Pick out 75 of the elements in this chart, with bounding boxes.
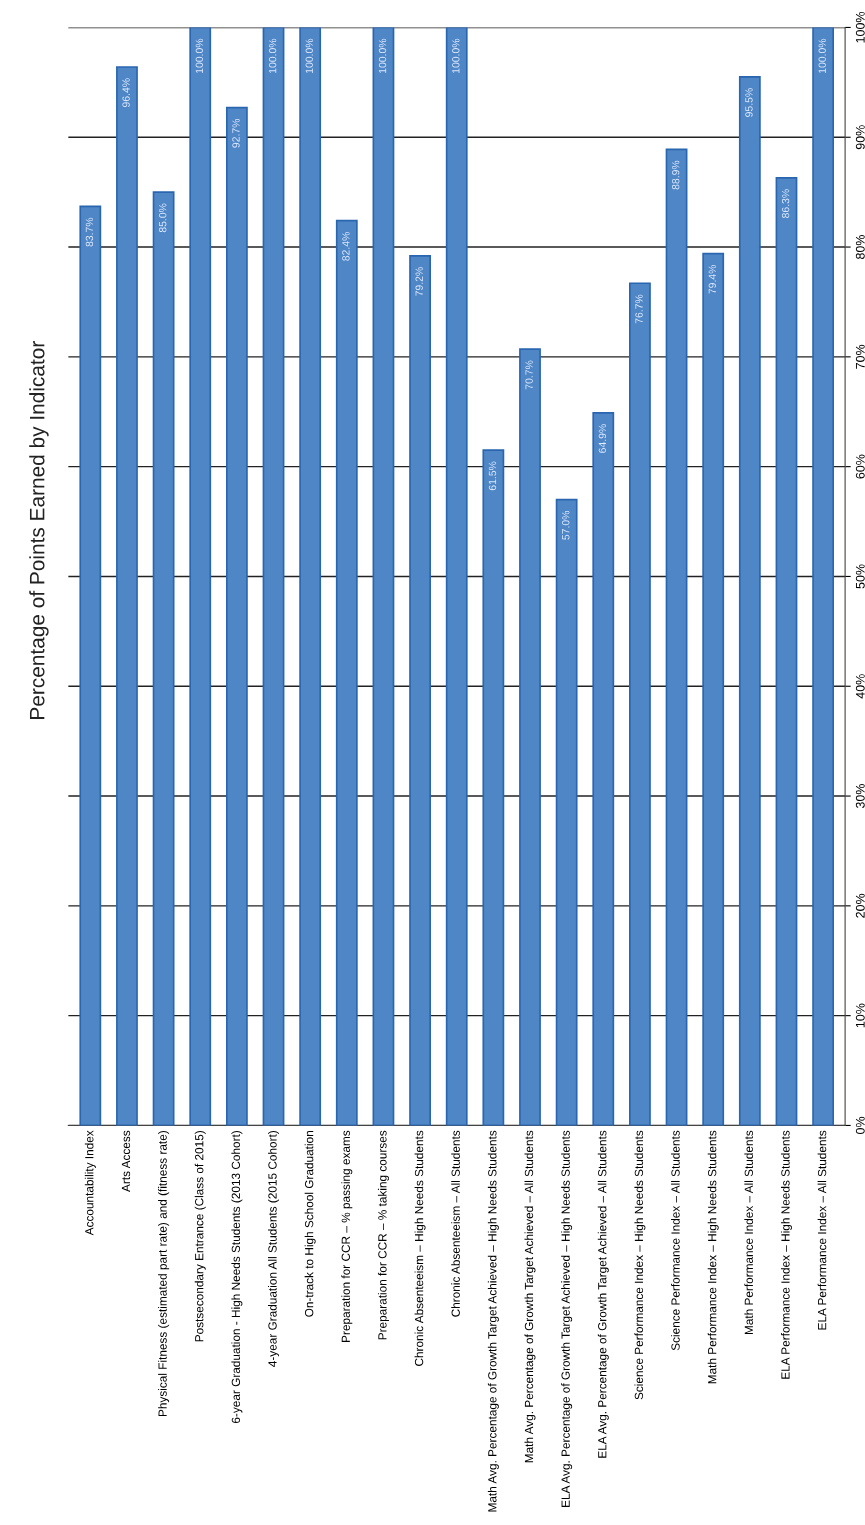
x-tick-label: Preparation for CCR – % passing exams [341,1130,353,1342]
y-tick-label: 0% [855,1116,865,1134]
y-tick-label: 50% [855,564,865,589]
bar [519,348,541,1126]
bar [299,27,322,1126]
bar [702,252,725,1126]
data-label: 100.0% [818,38,826,73]
bar [482,449,505,1126]
bar [665,148,688,1126]
bar [262,27,285,1126]
x-tick-label: Arts Access [121,1130,131,1192]
data-label: 92.7% [232,118,240,148]
x-tick-label: Science Performance Index – All Students [671,1130,680,1351]
data-label: 100.0% [268,38,277,73]
x-tick-label: Math Performance Index – High Needs Students [707,1130,719,1384]
x-tick-label: Postsecondary Entrance (Class of 2015) [194,1131,206,1342]
data-label: 83.7% [85,217,94,247]
y-tick-label: 70% [855,344,865,369]
y-tick-label: 20% [855,893,865,918]
bar [812,27,835,1126]
x-tick-label: Math Avg. Percentage of Growth Target Achieved – High Needs Students [487,1130,499,1512]
bar [738,76,761,1126]
bar [555,498,578,1126]
data-label: 79.4% [708,264,716,294]
x-tick-label: Physical Fitness (estimated part rate) and (fitness rate) [158,1131,170,1417]
text: Percentage of Points Earned by Indicator [29,341,49,719]
data-label: 76.7% [635,294,643,324]
x-tick-label: 6-year Graduation - High Needs Students (2013 Cohort) [231,1131,243,1424]
data-label: 61.5% [488,461,497,491]
bar [189,27,212,1126]
bar [445,27,468,1126]
x-tick-label: 4-year Graduation All Students (2015 Cohort) [268,1131,280,1367]
data-label: 100.0% [378,38,387,73]
y-tick-label: 40% [855,674,865,699]
x-tick-label: On-track to High School Graduation [304,1131,316,1317]
bar [335,219,358,1126]
data-label: 79.2% [415,267,423,296]
x-tick-label: Science Performance Index – High Needs Students [634,1130,646,1400]
y-tick-label: 80% [855,234,865,260]
bar [79,205,102,1126]
data-label: 100.0% [452,38,460,73]
x-tick-label: ELA Performance Index – High Needs Students [780,1130,792,1379]
data-label: 96.4% [122,78,130,107]
data-label: 88.9% [671,160,680,190]
x-tick-label: Math Avg. Percentage of Growth Target Achieved – All Students [524,1130,536,1463]
bar [225,106,248,1126]
bar [372,27,395,1126]
bar [775,177,798,1126]
bar [409,254,431,1126]
data-label: 82.4% [342,232,350,261]
bar [152,191,175,1126]
y-tick-label: 90% [855,125,865,150]
data-label: 100.0% [305,38,313,73]
data-label: 64.9% [598,424,607,453]
y-tick-label: 60% [855,454,865,479]
data-label: 57.0% [562,510,570,540]
x-tick-label: ELA Avg. Percentage of Growth Target Achieved – High Needs Students [561,1130,573,1507]
y-tick-label: 10% [855,1003,865,1028]
data-label: 85.0% [159,203,167,233]
data-label: 100.0% [195,38,204,73]
x-tick-label: Math Performance Index – All Students [744,1130,754,1335]
data-label: 95.5% [745,88,753,117]
data-label: 86.3% [781,189,790,218]
y-tick-label: 100% [855,11,865,43]
bar [116,66,138,1126]
x-tick-label: ELA Performance Index – All Students [817,1130,827,1330]
bar [592,412,615,1126]
x-tick-label: Accountability Index [84,1130,96,1236]
data-label: 70.7% [525,360,533,390]
x-tick-label: Chronic Absenteeism – High Needs Students [414,1130,426,1366]
x-tick-label: Preparation for CCR – % taking courses [377,1130,389,1340]
x-tick-label: ELA Avg. Percentage of Growth Target Achieved – All Students [597,1130,609,1458]
y-tick-label: 30% [855,783,865,809]
x-tick-label: Chronic Absenteeism – All Students [451,1130,460,1317]
bar [629,282,651,1126]
